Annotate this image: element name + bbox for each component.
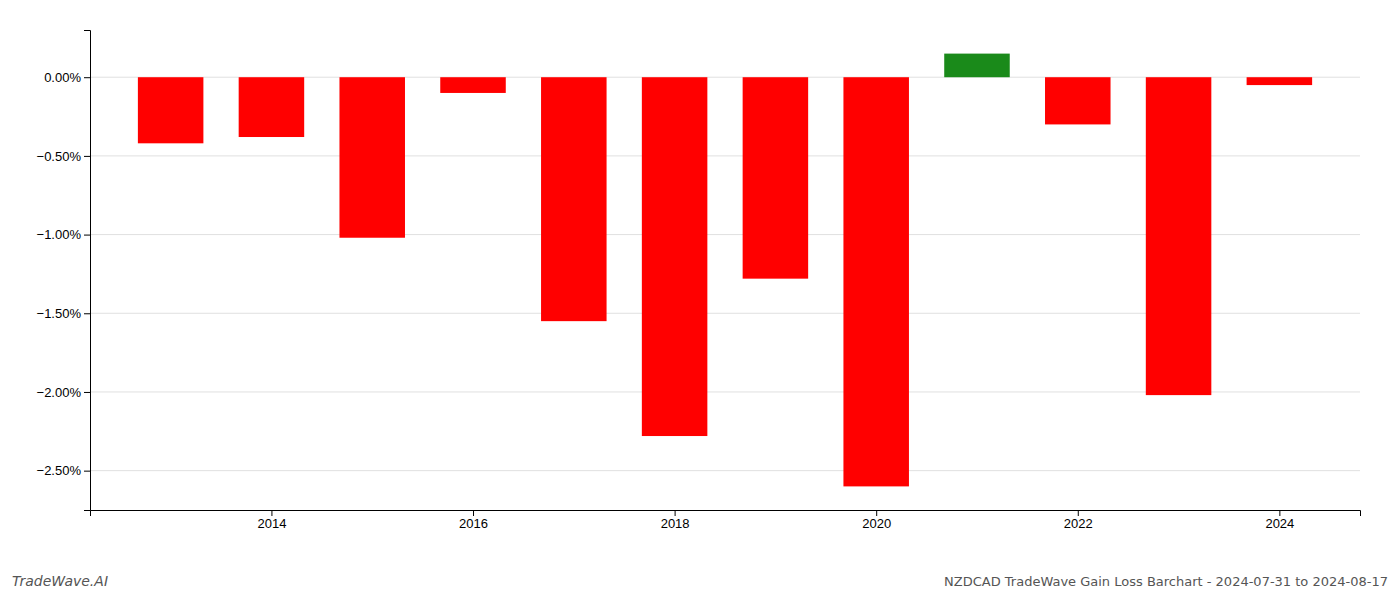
bar [541, 77, 607, 321]
x-tick-label: 2014 [257, 516, 286, 531]
y-tick-mark [84, 235, 90, 236]
bar [239, 77, 305, 137]
x-tick-label: 2020 [862, 516, 891, 531]
bar [138, 77, 204, 143]
grid [90, 77, 1360, 470]
bar [944, 54, 1010, 78]
x-tick: 2024 [1265, 510, 1294, 531]
y-tick-label: −2.00% [37, 385, 82, 400]
x-tick-label: 2022 [1064, 516, 1093, 531]
y-tick-mark [84, 77, 90, 78]
y-tick-label: −0.50% [37, 149, 82, 164]
grid-line [90, 470, 1360, 471]
x-tick: 2020 [862, 510, 891, 531]
y-tick: −1.00% [37, 227, 90, 242]
plot-area [138, 54, 1312, 487]
x-tick: 2014 [257, 510, 286, 531]
x-tick-mark [876, 510, 877, 516]
y-tick-label: −1.50% [37, 306, 82, 321]
y-tick: −2.00% [37, 385, 90, 400]
watermark: TradeWave.AI [12, 573, 108, 589]
bar [843, 77, 909, 486]
y-tick-mark [84, 156, 90, 157]
x-tick: 2022 [1064, 510, 1093, 531]
y-axis-line [84, 31, 91, 511]
y-tick-mark [84, 392, 90, 393]
y-tick: −2.50% [37, 463, 90, 478]
y-tick-mark [84, 313, 90, 314]
bar [440, 77, 506, 93]
title: NZDCAD TradeWave Gain Loss Barchart - 20… [944, 574, 1388, 589]
x-tick-mark [473, 510, 474, 516]
y-tick: −0.50% [37, 149, 90, 164]
y-tick-label: 0.00% [44, 70, 81, 85]
bar [642, 77, 708, 436]
x-tick-mark [1279, 510, 1280, 516]
y-tick: −1.50% [37, 306, 90, 321]
y-tick: 0.00% [44, 70, 90, 85]
y-tick-label: −2.50% [37, 463, 82, 478]
bar [1146, 77, 1212, 395]
y-tick-mark [84, 471, 90, 472]
x-tick-label: 2024 [1265, 516, 1294, 531]
x-tick-label: 2018 [661, 516, 690, 531]
chart: 2014 2016 2018 2020 2022 2024 0.00% −0.50% −1.00… [0, 0, 1400, 600]
x-tick: 2018 [661, 510, 690, 531]
x-tick-mark [1078, 510, 1079, 516]
x-tick-mark [675, 510, 676, 516]
x-axis-line [91, 511, 1361, 517]
bar [1247, 77, 1313, 85]
x-tick-label: 2016 [459, 516, 488, 531]
bar [339, 77, 405, 238]
bar [743, 77, 809, 278]
x-axis: 2014 2016 2018 2020 2022 2024 [91, 510, 1361, 531]
bar [1045, 77, 1111, 124]
x-tick-mark [271, 510, 272, 516]
x-tick: 2016 [459, 510, 488, 531]
y-axis: 0.00% −0.50% −1.00% −1.50% −2.00% −2.50% [37, 31, 91, 511]
y-tick-label: −1.00% [37, 227, 82, 242]
